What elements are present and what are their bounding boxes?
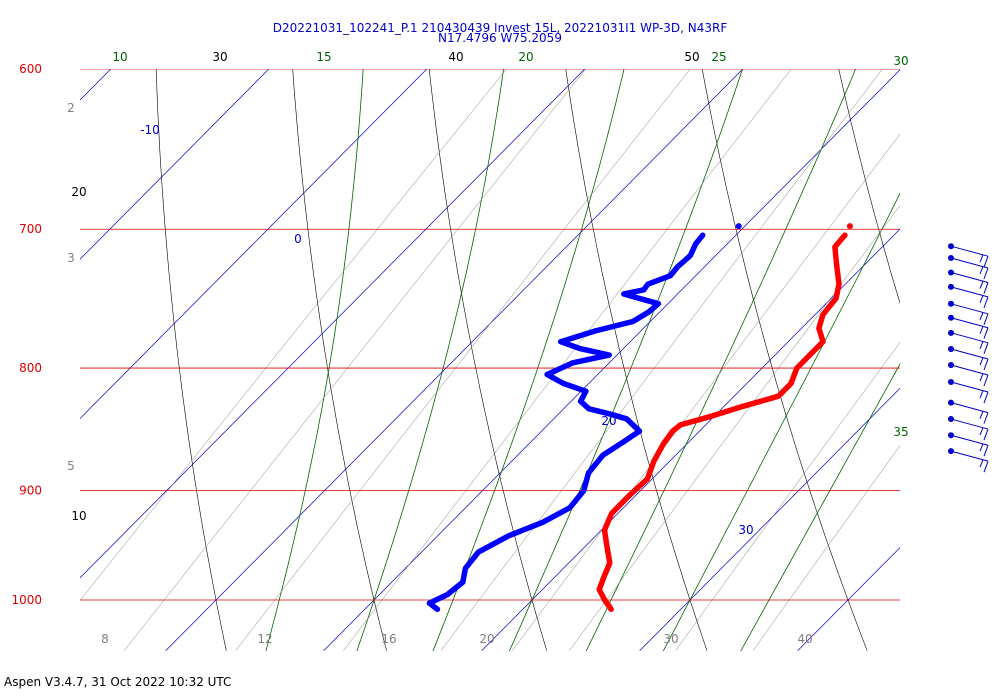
dry-adiabat-line	[428, 69, 548, 651]
isotherm-line	[80, 69, 270, 260]
temperature-trace	[596, 232, 848, 613]
mixing-ratio-line	[569, 205, 900, 651]
moist-adiabat-label: 15	[316, 50, 331, 64]
footer-version: Aspen V3.4.7, 31 Oct 2022 10:32 UTC	[4, 675, 232, 689]
moist-adiabat-line	[662, 192, 900, 651]
mixing-ratio-line	[512, 133, 900, 651]
mixing-ratio-line	[80, 69, 507, 601]
mixing-ratio-label: 3	[67, 251, 75, 265]
temperature-start-dot	[846, 223, 853, 230]
moist-adiabat-label: 25	[711, 50, 726, 64]
isotherm-line	[80, 69, 112, 101]
isotherm-label: 20	[601, 414, 616, 428]
wind-barb	[948, 243, 989, 268]
isotherm-line	[165, 69, 744, 651]
moist-adiabat-label: 35	[893, 425, 908, 439]
dry-adiabat-label: 30	[212, 50, 227, 64]
mixing-ratio-line	[440, 69, 883, 651]
isotherm-line	[956, 52, 1000, 651]
isotherm-line	[797, 547, 900, 651]
isobar-label: 700	[19, 222, 42, 236]
moist-adiabat-label: 20	[518, 50, 533, 64]
moist-adiabat-line	[356, 69, 505, 651]
wind-barb	[948, 254, 989, 280]
wind-barbs	[948, 243, 989, 473]
wind-barb	[948, 399, 989, 424]
moist-adiabat-label: 30	[893, 54, 908, 68]
mixing-ratio-label: 20	[479, 632, 494, 646]
isotherm-line	[481, 228, 900, 651]
isobar-label: 600	[19, 62, 42, 76]
chart-title: D20221031_102241_P.1 210430439 Invest 15…	[272, 21, 728, 35]
dewpoint-trace	[426, 232, 706, 613]
isotherm-line	[323, 69, 900, 651]
isotherm-line	[80, 69, 586, 579]
mixing-ratio-label: 2	[67, 101, 75, 115]
mixing-ratio-line	[124, 69, 586, 651]
dry-adiabat-line	[701, 69, 868, 651]
mixing-ratio-label: 8	[101, 632, 109, 646]
wind-barb	[948, 448, 989, 473]
chart-subtitle: N17.4796 W75.2059	[438, 31, 562, 45]
dry-adiabat-line	[20, 52, 67, 651]
dry-adiabat-label: 50	[684, 50, 699, 64]
isotherm-line	[639, 387, 900, 651]
isobar-label: 1000	[11, 593, 42, 607]
moist-adiabat-line	[740, 363, 900, 651]
mixing-ratio-label: 30	[663, 632, 678, 646]
dry-adiabat-line	[565, 69, 708, 651]
mixing-ratio-label: 16	[381, 632, 396, 646]
dry-adiabat-line	[292, 69, 387, 651]
mixing-ratio-line	[343, 69, 792, 651]
isotherm-label: 30	[738, 523, 753, 537]
mixing-ratio-line	[675, 341, 900, 651]
mixing-ratio-line	[235, 69, 691, 651]
wind-barb	[948, 379, 989, 404]
isobar-label: 800	[19, 361, 42, 375]
mixing-ratio-label: 12	[257, 632, 272, 646]
sounding-profiles	[426, 223, 853, 613]
mixing-ratio-label: 5	[67, 459, 75, 473]
dry-adiabat-line	[838, 69, 900, 305]
wind-barb	[948, 362, 989, 387]
wind-barb	[948, 300, 989, 325]
wind-barb	[948, 432, 989, 457]
wind-barb	[948, 346, 989, 371]
isotherm-label: 0	[294, 232, 302, 246]
dewpoint-start-dot	[735, 223, 742, 230]
wind-barb	[948, 314, 989, 339]
mixing-ratio-label: 40	[797, 632, 812, 646]
moist-adiabat-label: 10	[112, 50, 127, 64]
isotherm-line	[80, 69, 428, 420]
dry-adiabat-label: 20	[71, 185, 86, 199]
isotherm-label: -10	[140, 123, 160, 137]
moist-adiabat-line	[265, 69, 364, 651]
moist-adiabat-line	[508, 69, 743, 651]
diagram-grid	[20, 52, 1000, 651]
wind-barb	[948, 416, 989, 441]
dry-adiabat-label: 10	[71, 509, 86, 523]
wind-barb	[948, 269, 989, 294]
wind-barb	[948, 329, 989, 354]
wind-barb	[948, 283, 989, 309]
moist-adiabat-line	[585, 69, 857, 651]
isobar-label: 900	[19, 483, 42, 497]
mixing-ratio-line	[752, 445, 900, 651]
dry-adiabat-line	[155, 69, 227, 651]
axis-labels: 600 700 800 900 1000 -10 0 20 30 10 20 30 40 50 10 15 20…	[11, 50, 908, 646]
dry-adiabat-label: 40	[448, 50, 463, 64]
